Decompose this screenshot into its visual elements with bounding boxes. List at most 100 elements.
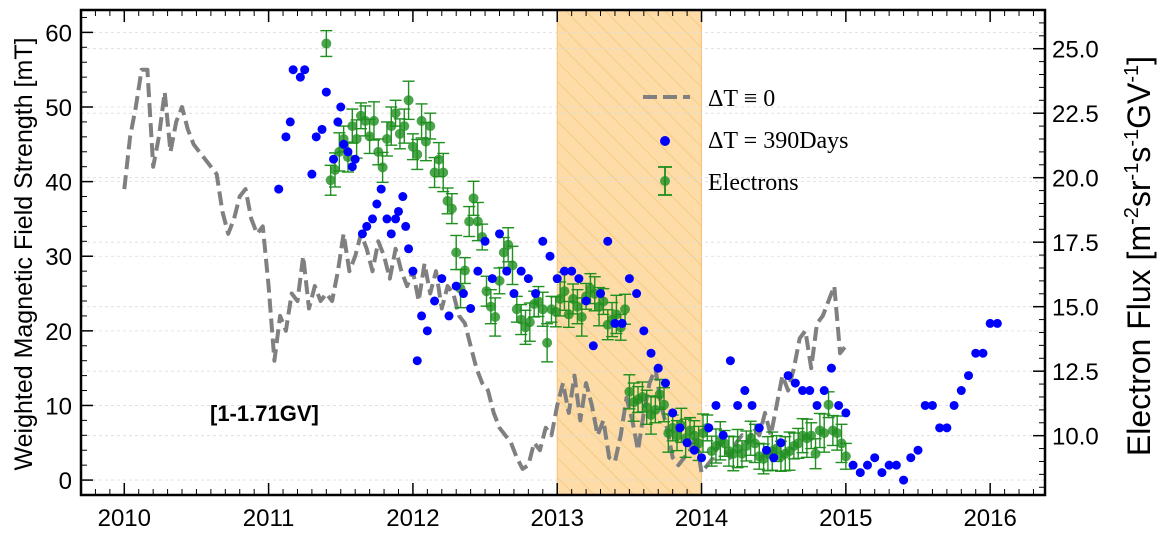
electron-marker bbox=[433, 154, 444, 165]
dt390-point bbox=[862, 460, 872, 470]
dt390-point bbox=[444, 311, 454, 321]
electron-marker bbox=[446, 203, 457, 214]
y-tick-label: 30 bbox=[45, 244, 72, 271]
dt390-point bbox=[417, 311, 427, 321]
electron-marker bbox=[429, 167, 440, 178]
plot-frame bbox=[79, 8, 1047, 497]
electron-marker bbox=[576, 311, 587, 322]
electron-marker bbox=[624, 386, 635, 397]
y2-axis-label: Electron Flux [m-2sr-1s-1GV-1] bbox=[1121, 56, 1157, 456]
electron-marker bbox=[568, 293, 579, 304]
electron-marker bbox=[533, 296, 544, 307]
electron-marker bbox=[425, 121, 436, 132]
y2-tick-label: 12.5 bbox=[1052, 359, 1099, 386]
dt390-point bbox=[740, 386, 750, 396]
electron-marker bbox=[793, 438, 804, 449]
electron-marker bbox=[399, 121, 410, 132]
dt390-point bbox=[927, 400, 937, 410]
electron-marker bbox=[498, 247, 509, 258]
dt390-point bbox=[274, 184, 284, 194]
dt390-point bbox=[790, 378, 800, 388]
electron-marker bbox=[832, 428, 843, 439]
dt390-point bbox=[733, 400, 743, 410]
dt390-point bbox=[391, 214, 401, 224]
dt390-point bbox=[841, 408, 851, 418]
x-tick-label: 2014 bbox=[675, 505, 728, 532]
dt390-point bbox=[393, 206, 403, 216]
electron-marker bbox=[507, 260, 518, 271]
electron-point bbox=[506, 245, 519, 286]
dt390-point bbox=[288, 65, 298, 75]
electron-marker bbox=[390, 108, 401, 119]
dt390-point bbox=[689, 445, 699, 455]
dt390-point bbox=[610, 318, 620, 328]
electron-marker bbox=[598, 296, 609, 307]
electron-point bbox=[320, 29, 333, 58]
dt390-point bbox=[531, 289, 541, 299]
dt390-point bbox=[769, 453, 779, 463]
electron-marker bbox=[620, 304, 631, 315]
y2-tick-label: 17.5 bbox=[1052, 230, 1099, 257]
electron-marker bbox=[823, 399, 834, 410]
electron-marker bbox=[321, 38, 332, 49]
dt390-point bbox=[404, 244, 414, 254]
dt390-point bbox=[372, 199, 382, 209]
dt390-point bbox=[942, 423, 952, 433]
electron-marker bbox=[719, 438, 730, 449]
electron-marker bbox=[420, 136, 431, 147]
electron-marker bbox=[550, 306, 561, 317]
series-dt390 bbox=[274, 65, 1002, 485]
x-tick-label: 2011 bbox=[243, 505, 295, 532]
dt390-point bbox=[350, 154, 360, 164]
y2-tick-label: 15.0 bbox=[1052, 295, 1099, 322]
dt390-point bbox=[992, 318, 1002, 328]
electron-marker bbox=[511, 304, 522, 315]
electron-marker bbox=[641, 402, 652, 413]
dt390-point bbox=[567, 266, 577, 276]
grid bbox=[81, 31, 1045, 481]
electron-point bbox=[445, 192, 458, 225]
electron-marker bbox=[360, 115, 371, 126]
dt390-point bbox=[682, 438, 692, 448]
electron-marker bbox=[468, 193, 479, 204]
legend-label-dt0: ΔT ≡ 0 bbox=[708, 86, 775, 112]
electron-marker bbox=[672, 430, 683, 441]
electron-marker bbox=[736, 448, 747, 459]
y-tick-label: 10 bbox=[45, 393, 72, 420]
y-tick-label: 0 bbox=[59, 468, 72, 495]
dt390-point bbox=[971, 348, 981, 358]
electron-point bbox=[822, 391, 835, 419]
electron-marker bbox=[377, 162, 388, 173]
electron-marker bbox=[485, 301, 496, 312]
electron-marker bbox=[394, 128, 405, 139]
electron-marker bbox=[459, 265, 470, 276]
electron-marker bbox=[407, 141, 418, 152]
electron-marker bbox=[490, 311, 501, 322]
electron-point bbox=[489, 297, 502, 337]
electron-point bbox=[839, 442, 852, 470]
y2-tick-label: 10.0 bbox=[1052, 424, 1099, 451]
dt390-point bbox=[466, 303, 476, 313]
electron-marker bbox=[659, 399, 670, 410]
dt390-point bbox=[386, 229, 396, 239]
electron-point bbox=[727, 435, 740, 472]
electron-marker bbox=[667, 422, 678, 433]
electron-marker bbox=[451, 247, 462, 258]
dt390-point bbox=[668, 408, 678, 418]
dt390-point bbox=[538, 236, 548, 246]
y-axis-label: Weighted Magnetic Field Strength [mT] bbox=[10, 37, 38, 470]
dt390-point bbox=[675, 423, 685, 433]
electron-marker bbox=[403, 95, 414, 106]
dt390-point bbox=[747, 400, 757, 410]
electron-marker bbox=[689, 430, 700, 441]
dt390-point bbox=[339, 139, 349, 149]
dt390-point bbox=[812, 400, 822, 410]
axis-tick-labels: 2010 2011 2012 2013 2014 2015 2016 0 10 20 30 40 50 6… bbox=[45, 20, 1098, 532]
series-electrons bbox=[320, 29, 852, 475]
legend: ΔT ≡ 0 ΔT = 390Days Electrons bbox=[643, 86, 849, 196]
dt390-point bbox=[422, 326, 432, 336]
y2-tick-label: 25.0 bbox=[1052, 37, 1099, 64]
electron-point bbox=[658, 386, 671, 423]
dt390-point bbox=[884, 460, 894, 470]
electron-point bbox=[450, 234, 463, 271]
